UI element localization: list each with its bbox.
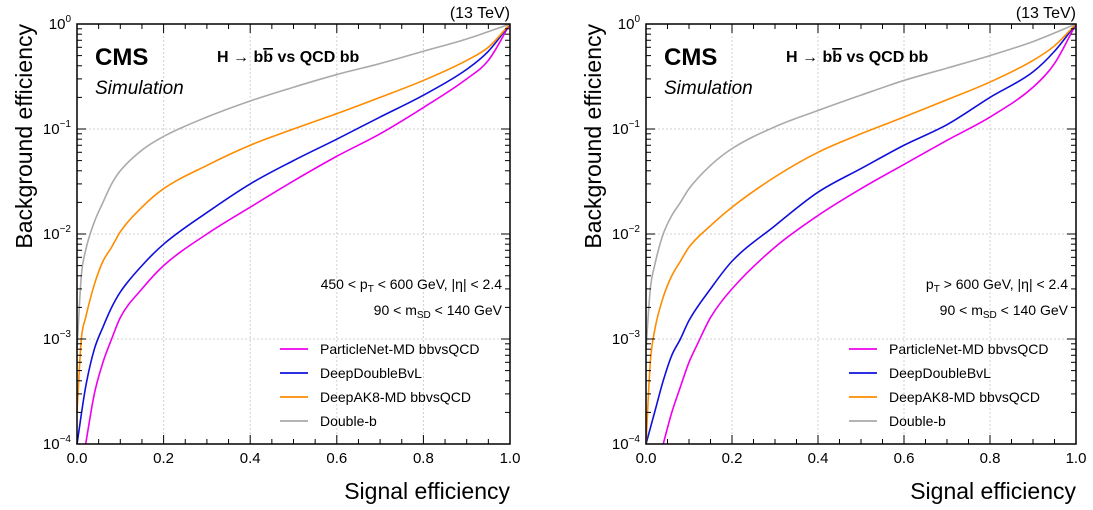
x-axis-title: Signal efficiency bbox=[344, 478, 510, 504]
chart-panel-1: 0.0 0.2 0.4 0.6 0.8 1.0 10−4 10−3 10−2 10−1 100 Sig… bbox=[11, 5, 520, 504]
legend-label: DeepDoubleBvL bbox=[889, 365, 991, 381]
y-tick-label: 10−3 bbox=[43, 329, 72, 348]
series-line-double-b bbox=[645, 23, 1077, 350]
legend-label: ParticleNet-MD bbvsQCD bbox=[889, 341, 1048, 357]
x-axis-title: Signal efficiency bbox=[910, 478, 1076, 504]
selection-cut-text: 90 < mSD < 140 GeV bbox=[374, 302, 503, 321]
x-tick-label: 0.4 bbox=[240, 450, 261, 467]
series-line-particlenet-md-bbvsqcd bbox=[662, 23, 1077, 445]
experiment-label: CMS bbox=[95, 44, 148, 71]
y-tick-label: 100 bbox=[49, 14, 72, 33]
y-tick-label: 10−4 bbox=[43, 434, 72, 453]
x-tick-label: 0.6 bbox=[894, 450, 915, 467]
energy-label: (13 TeV) bbox=[1016, 5, 1076, 22]
energy-label: (13 TeV) bbox=[450, 5, 510, 22]
process-label: H → bb vs QCD bb bbox=[217, 49, 359, 66]
experiment-label: CMS bbox=[664, 44, 717, 71]
legend-label: DeepAK8-MD bbvsQCD bbox=[889, 389, 1040, 405]
x-tick-label: 0.2 bbox=[722, 450, 743, 467]
y-tick-label: 10−4 bbox=[612, 434, 641, 453]
x-tick-label: 0.6 bbox=[326, 450, 347, 467]
y-tick-label: 10−2 bbox=[43, 224, 72, 243]
selection-cut-text: 90 < mSD < 140 GeV bbox=[940, 302, 1069, 321]
legend: ParticleNet-MD bbvsQCD DeepDoubleBvL DeepA… bbox=[849, 341, 1048, 429]
legend-label: Double-b bbox=[889, 413, 946, 429]
x-tick-label: 0.8 bbox=[980, 450, 1001, 467]
x-tick-label: 0.0 bbox=[67, 450, 88, 467]
series-group bbox=[76, 23, 511, 445]
x-tick-label: 0.8 bbox=[413, 450, 434, 467]
x-tick-label: 0.4 bbox=[808, 450, 829, 467]
series-line-deepdoublebvl bbox=[645, 23, 1077, 445]
legend-label: DeepAK8-MD bbvsQCD bbox=[320, 389, 471, 405]
x-tick-label: 0.0 bbox=[636, 450, 657, 467]
series-line-double-b bbox=[76, 23, 511, 350]
legend-label: ParticleNet-MD bbvsQCD bbox=[320, 341, 479, 357]
y-axis-title: Background efficiency bbox=[580, 24, 606, 249]
grid bbox=[646, 24, 1076, 444]
legend: ParticleNet-MD bbvsQCD DeepDoubleBvL DeepA… bbox=[280, 341, 479, 429]
selection-cut-text: 450 < pT < 600 GeV, |η| < 2.4 bbox=[321, 276, 503, 295]
series-group bbox=[645, 23, 1077, 445]
y-tick-label: 10−1 bbox=[612, 119, 641, 138]
simulation-label: Simulation bbox=[95, 78, 184, 99]
series-line-deepdoublebvl bbox=[76, 23, 511, 445]
y-axis-title: Background efficiency bbox=[11, 24, 37, 249]
legend-label: DeepDoubleBvL bbox=[320, 365, 422, 381]
legend-label: Double-b bbox=[320, 413, 377, 429]
series-line-deepak8-md-bbvsqcd bbox=[76, 23, 511, 413]
selection-cut-text: pT > 600 GeV, |η| < 2.4 bbox=[926, 276, 1068, 295]
x-tick-label: 0.2 bbox=[153, 450, 174, 467]
x-tick-label: 1.0 bbox=[1066, 450, 1087, 467]
y-tick-label: 10−2 bbox=[612, 224, 641, 243]
y-tick-label: 10−1 bbox=[43, 119, 72, 138]
series-line-particlenet-md-bbvsqcd bbox=[84, 23, 511, 445]
grid bbox=[77, 24, 510, 444]
series-line-deepak8-md-bbvsqcd bbox=[645, 23, 1077, 445]
ticks bbox=[77, 24, 510, 444]
simulation-label: Simulation bbox=[664, 78, 753, 99]
ticks bbox=[646, 24, 1076, 444]
y-tick-label: 10−3 bbox=[612, 329, 641, 348]
y-tick-label: 100 bbox=[618, 14, 641, 33]
process-label: H → bb vs QCD bb bbox=[786, 49, 928, 66]
chart-panel-2: 0.0 0.2 0.4 0.6 0.8 1.0 10−4 10−3 10−2 10−1 100 Sig… bbox=[580, 5, 1086, 504]
x-tick-label: 1.0 bbox=[500, 450, 521, 467]
